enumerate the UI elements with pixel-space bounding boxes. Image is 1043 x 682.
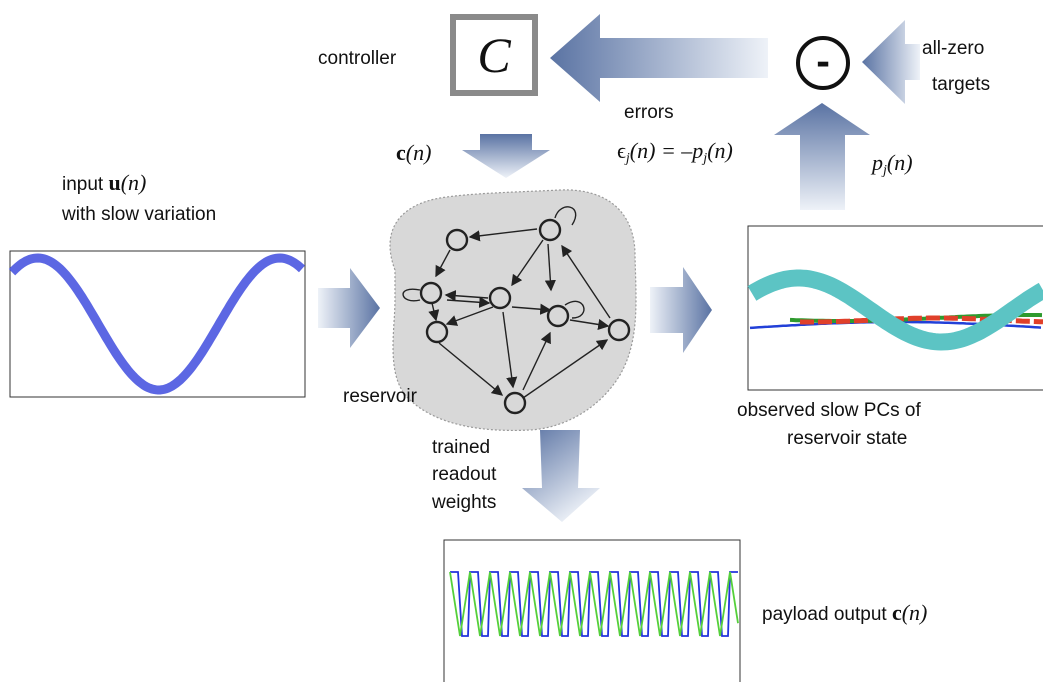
- targets-line2: targets: [932, 74, 991, 95]
- arrow-reservoir-to-pcs: [650, 267, 712, 353]
- controller-symbol: C: [477, 27, 511, 83]
- arrow-readout-down: [522, 430, 600, 522]
- observed-line2: reservoir state: [787, 428, 908, 449]
- subtractor-symbol: -: [815, 43, 831, 83]
- reservoir-nodes: [419, 218, 631, 415]
- input-label-line2: with slow variation: [62, 204, 217, 225]
- pc-signal-label: pj(n): [872, 150, 913, 178]
- arrow-pc-up: [774, 103, 870, 210]
- arrow-input-to-reservoir: [318, 268, 380, 348]
- observed-line1: observed slow PCs of: [737, 400, 921, 421]
- readout-line1: trained: [432, 437, 491, 458]
- pcs-plot: [747, 225, 1043, 391]
- input-label-line1: input u(n): [62, 170, 147, 195]
- reservoir-label: reservoir: [343, 386, 417, 407]
- controller-box: C: [450, 14, 538, 96]
- controller-label: controller: [318, 48, 397, 69]
- input-sine-wave: [8, 253, 306, 395]
- output-plot: [443, 539, 741, 682]
- arrow-control-down: [462, 134, 550, 178]
- readout-line2: readout: [432, 464, 497, 485]
- payload-label: payload output c(n): [762, 600, 928, 625]
- readout-line3: weights: [432, 492, 497, 513]
- control-signal-label: c(n): [396, 140, 432, 165]
- reservoir-self-loops: [402, 206, 585, 319]
- arrow-to-controller: [550, 14, 768, 102]
- output-green-line: [449, 571, 739, 637]
- reservoir-blob: [389, 189, 637, 432]
- reservoir-edges: [428, 228, 611, 399]
- pc-cyan-line: [747, 269, 1043, 351]
- subtractor-circle: -: [796, 36, 850, 90]
- targets-line1: all-zero: [922, 38, 985, 59]
- input-plot: [8, 250, 306, 398]
- errors-formula: ϵj(n) = –pj(n): [617, 138, 733, 166]
- errors-label: errors: [624, 102, 674, 123]
- arrow-from-targets: [862, 20, 920, 104]
